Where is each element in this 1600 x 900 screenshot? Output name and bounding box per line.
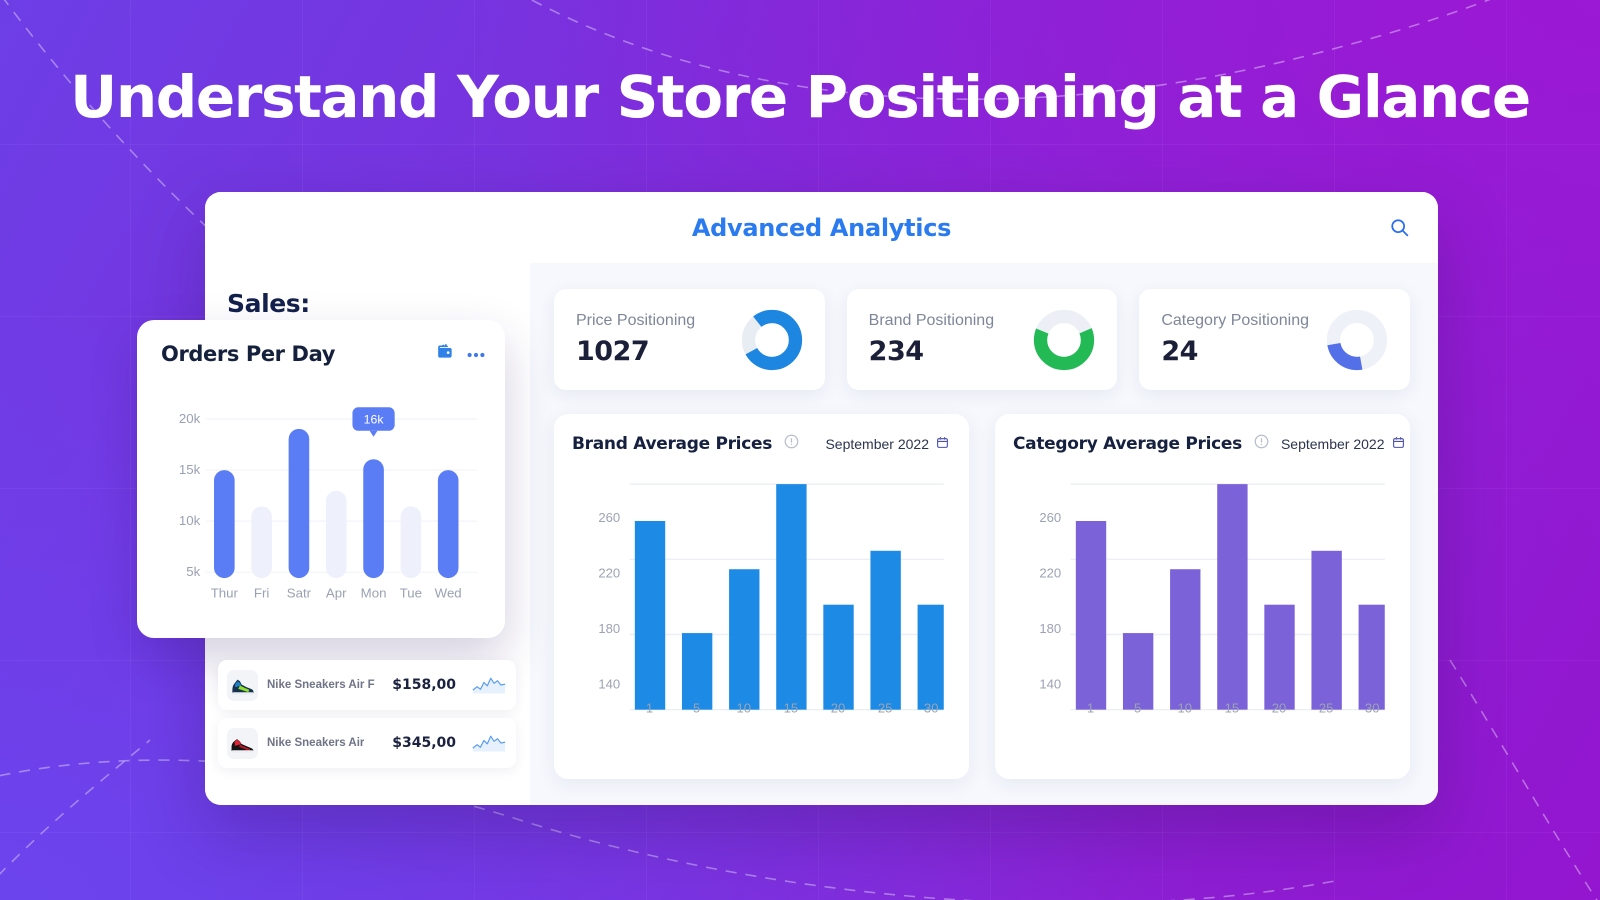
kpi-value: 1027	[576, 336, 650, 367]
calendar-icon[interactable]	[936, 436, 949, 452]
red-sneaker-icon	[227, 727, 258, 759]
list-item[interactable]: Nike Sneakers Air $345,00	[218, 718, 516, 768]
orders-per-day-bars: 16k 20k 15k 10k 5k Thur Fri Satr Apr Mon…	[179, 407, 478, 601]
svg-text:30: 30	[1365, 701, 1380, 716]
svg-text:15: 15	[1225, 701, 1240, 716]
svg-text:5k: 5k	[186, 564, 200, 579]
chart-plot-area: 260 220 180 140 1 5 10 15 20 25 30	[572, 460, 949, 765]
chart-card-category-average-prices: Category Average Prices September 2022	[995, 414, 1410, 779]
chart-date-label: September 2022	[825, 436, 929, 452]
svg-text:10: 10	[1177, 701, 1192, 716]
svg-text:Mon: Mon	[361, 586, 387, 601]
analytics-column: Price Positioning 1027 Brand Positioning…	[530, 263, 1438, 805]
product-price: $345,00	[392, 735, 456, 751]
donut-chart-brand-positioning	[1034, 309, 1095, 370]
svg-text:1: 1	[646, 701, 653, 716]
kpi-value: 234	[868, 336, 924, 367]
svg-text:25: 25	[878, 701, 893, 716]
kpi-label: Category Positioning	[1161, 312, 1309, 329]
svg-text:140: 140	[1039, 676, 1061, 691]
chart-date-selector[interactable]: September 2022	[1281, 436, 1405, 452]
kpi-card-price-positioning[interactable]: Price Positioning 1027	[554, 289, 825, 390]
kpi-text: Price Positioning 1027	[576, 312, 695, 367]
product-name: Nike Sneakers Air	[267, 737, 365, 749]
chart-title: Category Average Prices	[1013, 434, 1242, 454]
svg-text:Apr: Apr	[326, 586, 347, 601]
svg-text:260: 260	[598, 510, 620, 525]
svg-text:5: 5	[1134, 701, 1141, 716]
product-name: Nike Sneakers Air F	[267, 679, 375, 691]
svg-text:Wed: Wed	[435, 586, 462, 601]
category-average-prices-bars	[1070, 483, 1385, 711]
kpi-label: Brand Positioning	[868, 312, 995, 329]
info-circle-icon[interactable]	[1254, 434, 1269, 454]
sales-heading: Sales:	[227, 289, 310, 318]
calendar-icon[interactable]	[1392, 436, 1405, 452]
blue-sneaker-icon	[227, 669, 258, 701]
category-average-prices-axes: 260 220 180 140 1 5 10 15 20 25 30	[1039, 510, 1380, 716]
orders-per-day-card: Orders Per Day	[137, 320, 505, 638]
kpi-text: Category Positioning 24	[1161, 312, 1309, 367]
orders-card-actions	[435, 342, 485, 366]
orders-chart-plot: 16k 20k 15k 10k 5k Thur Fri Satr Apr Mon…	[161, 376, 485, 626]
page-title: Understand Your Store Positioning at a G…	[70, 63, 1531, 131]
svg-text:20k: 20k	[179, 411, 201, 426]
kpi-value: 24	[1161, 336, 1198, 367]
svg-text:16k: 16k	[364, 412, 385, 426]
svg-text:10k: 10k	[179, 513, 201, 528]
svg-text:25: 25	[1319, 701, 1334, 716]
dashboard-topbar: Advanced Analytics	[205, 192, 1438, 263]
search-icon[interactable]	[1382, 211, 1416, 245]
donut-chart-price-positioning	[741, 309, 802, 370]
sparkline-icon	[472, 677, 506, 694]
svg-text:20: 20	[1272, 701, 1287, 716]
svg-text:260: 260	[1039, 510, 1061, 525]
svg-text:180: 180	[1039, 621, 1061, 636]
chart-date-label: September 2022	[1280, 436, 1385, 452]
dashboard-title: Advanced Analytics	[691, 213, 952, 242]
svg-text:10: 10	[736, 701, 751, 716]
svg-text:1: 1	[1087, 701, 1094, 716]
brand-average-prices-bars	[629, 483, 944, 711]
price-chart-row: Brand Average Prices September 2022	[554, 414, 1410, 779]
chart-card-brand-average-prices: Brand Average Prices September 2022	[554, 414, 969, 779]
chart-title: Brand Average Prices	[572, 434, 773, 454]
svg-text:Tue: Tue	[400, 586, 422, 601]
kpi-card-category-positioning[interactable]: Category Positioning 24	[1139, 289, 1411, 390]
sparkline-icon	[472, 735, 506, 752]
info-circle-icon[interactable]	[784, 434, 799, 454]
chart-date-selector[interactable]: September 2022	[825, 436, 949, 452]
svg-text:Satr: Satr	[287, 586, 312, 601]
kpi-label: Price Positioning	[576, 312, 696, 329]
product-price: $158,00	[392, 677, 456, 693]
svg-text:15k: 15k	[179, 462, 201, 477]
kpi-card-row: Price Positioning 1027 Brand Positioning…	[554, 289, 1411, 390]
svg-text:180: 180	[598, 621, 620, 636]
chart-header: Category Average Prices September 2022	[1013, 434, 1404, 454]
svg-text:Thur: Thur	[211, 586, 239, 601]
chart-plot-area: 260 220 180 140 1 5 10 15 20 25 30	[1013, 460, 1390, 765]
chart-header: Brand Average Prices September 2022	[572, 434, 949, 454]
svg-text:5: 5	[693, 701, 700, 716]
svg-text:15: 15	[784, 701, 799, 716]
svg-text:30: 30	[924, 701, 939, 716]
donut-chart-category-positioning	[1326, 309, 1388, 370]
kpi-text: Brand Positioning 234	[869, 312, 994, 367]
svg-text:20: 20	[831, 701, 846, 716]
kpi-card-brand-positioning[interactable]: Brand Positioning 234	[846, 289, 1118, 390]
svg-text:220: 220	[1039, 565, 1061, 580]
orders-tooltip: 16k	[352, 407, 395, 437]
svg-text:220: 220	[598, 565, 620, 580]
orders-card-title: Orders Per Day	[161, 342, 335, 366]
brand-average-prices-axes: 260 220 180 140 1 5 10 15 20 25 30	[598, 510, 939, 716]
svg-text:140: 140	[598, 676, 620, 691]
more-dots-icon[interactable]	[467, 345, 485, 363]
wallet-icon[interactable]	[435, 342, 454, 366]
product-list: Nike Sneakers Air F $158,00 Nike Sneaker…	[218, 660, 516, 768]
list-item[interactable]: Nike Sneakers Air F $158,00	[218, 660, 516, 710]
svg-text:Fri: Fri	[254, 586, 270, 601]
orders-card-header: Orders Per Day	[161, 342, 485, 366]
